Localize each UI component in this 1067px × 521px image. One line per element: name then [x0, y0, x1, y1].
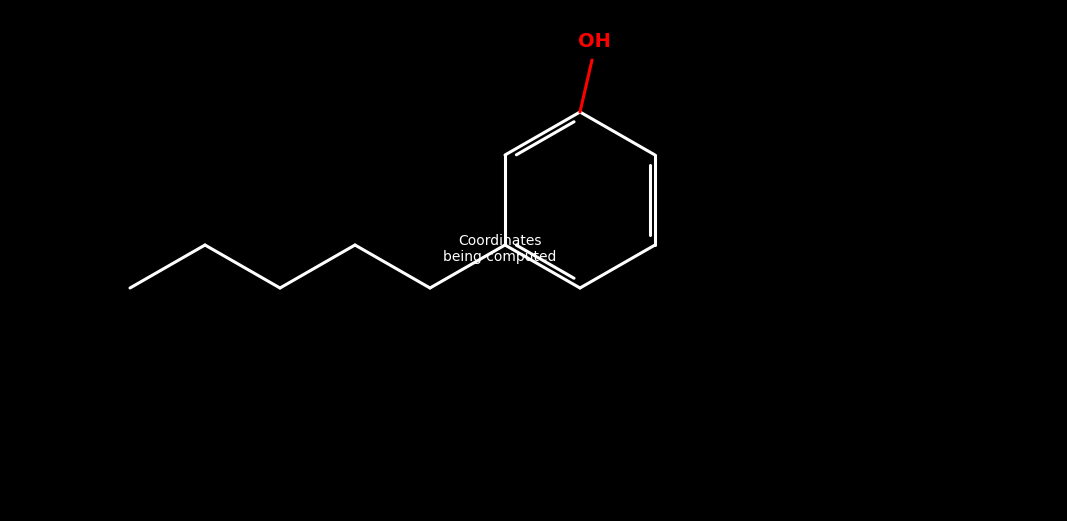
Text: Coordinates
being computed: Coordinates being computed — [443, 234, 557, 264]
Text: OH: OH — [577, 32, 610, 51]
